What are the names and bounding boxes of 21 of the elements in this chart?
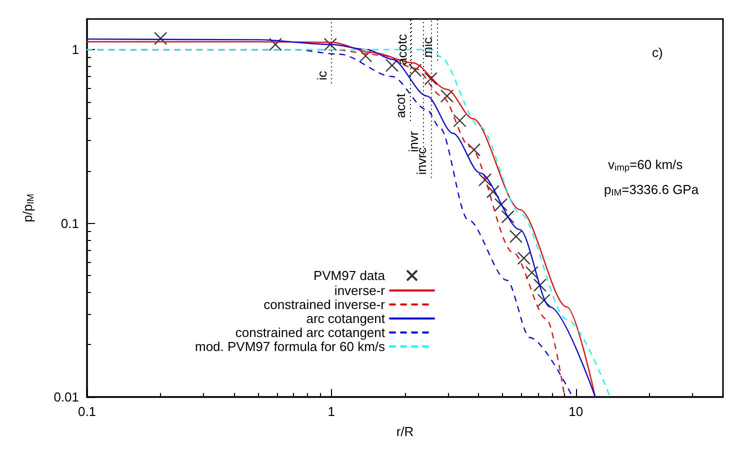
y-tick-label: 0.01 bbox=[54, 390, 79, 404]
y-axis-title: p/pIM bbox=[20, 194, 36, 222]
legend-label: constrained arc cotangent bbox=[235, 325, 386, 340]
legend-label: arc cotangent bbox=[306, 311, 386, 326]
legend-label: inverse-r bbox=[334, 283, 386, 298]
legend-label: mod. PVM97 formula for 60 km/s bbox=[194, 339, 386, 354]
legend-label: constrained inverse-r bbox=[264, 297, 386, 312]
y-tick-label: 1 bbox=[72, 42, 79, 58]
x-tick-label: 10 bbox=[568, 404, 584, 419]
annotation: vimp=60 km/s bbox=[608, 157, 684, 172]
ref-line-label: ic bbox=[314, 70, 330, 80]
x-axis-title: r/R bbox=[396, 424, 414, 439]
ref-line-label: acotc bbox=[394, 34, 410, 66]
x-tick-label: 0.1 bbox=[78, 404, 96, 419]
y-tick-label: 0.1 bbox=[60, 216, 79, 231]
annotation: c) bbox=[652, 45, 663, 60]
legend-label: PVM97 data bbox=[313, 268, 386, 283]
annotation: pIM=3336.6 GPa bbox=[604, 182, 700, 198]
x-tick-label: 1 bbox=[328, 404, 336, 419]
ref-line-label: mic bbox=[420, 36, 435, 58]
ref-line-label: acot bbox=[393, 93, 408, 118]
